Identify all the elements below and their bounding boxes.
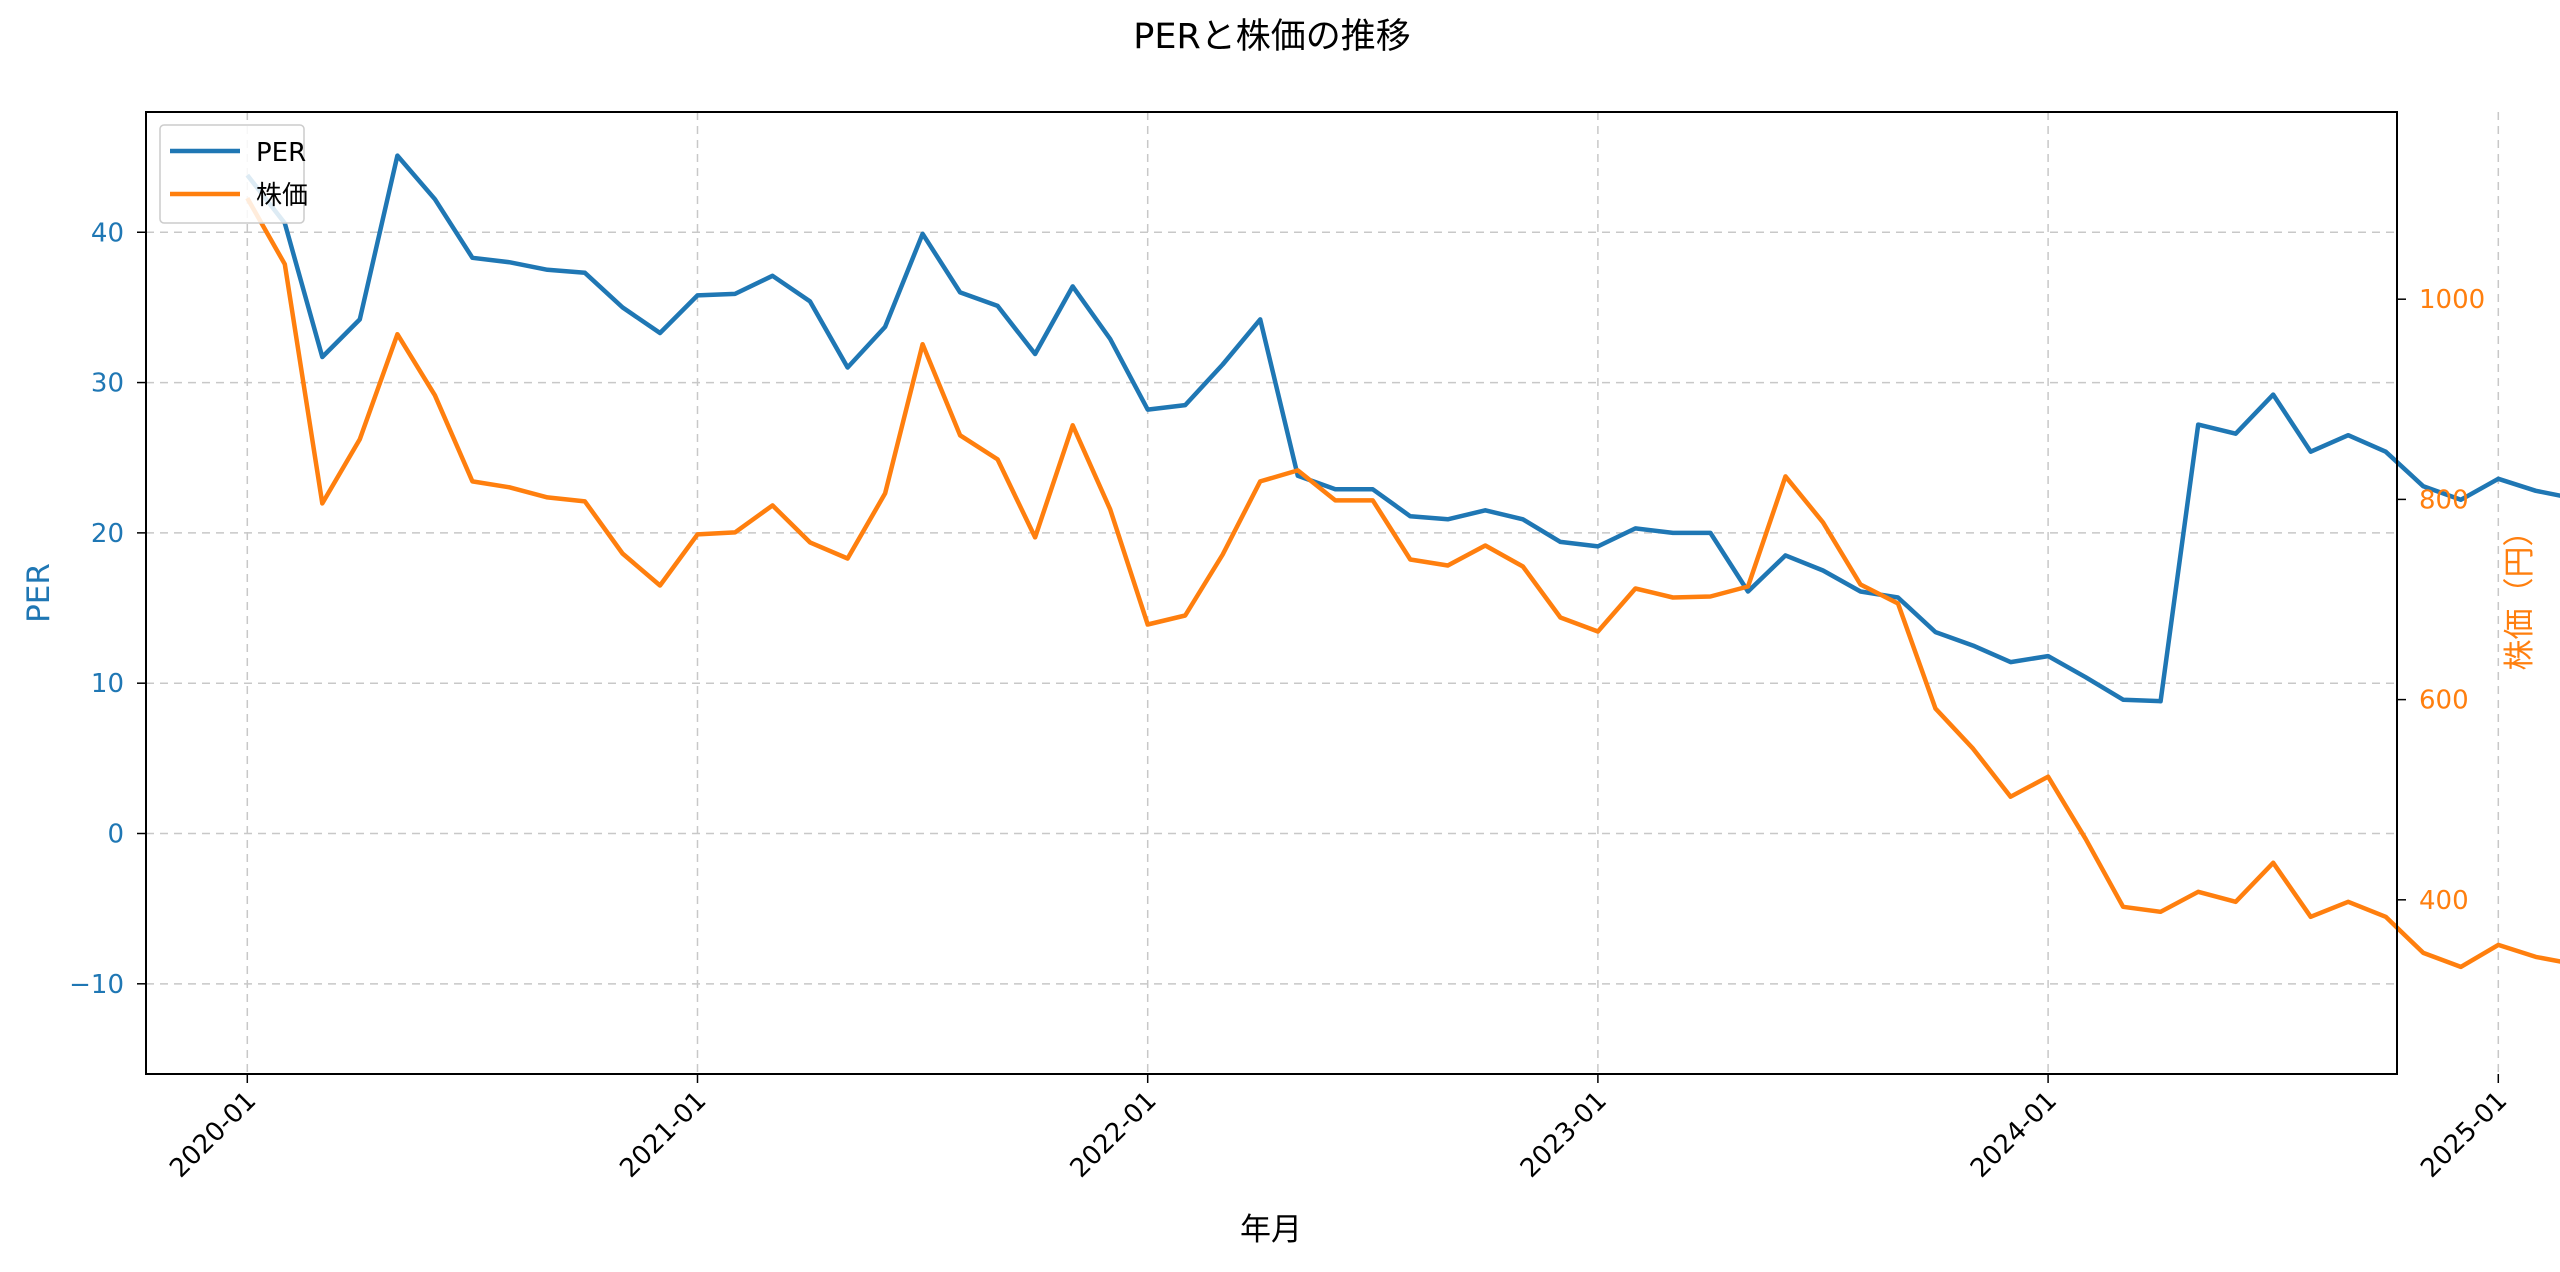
left-y-tick-label: −10: [69, 970, 124, 1000]
left-y-tick-label: 40: [91, 218, 124, 248]
legend-price-label: 株価: [256, 181, 308, 211]
right-y-tick-label: 800: [2419, 485, 2469, 515]
right-y-tick-label: 1000: [2419, 285, 2485, 315]
right-y-axis-label: 株価（円）: [2502, 516, 2538, 671]
left-y-axis-ticks: −10 0 10 20 30 40: [69, 218, 146, 1000]
per-line: [245, 153, 2560, 704]
right-y-tick-label: 400: [2419, 886, 2469, 916]
left-y-tick-label: 0: [107, 820, 124, 850]
right-y-axis-ticks: 400 600 800 1000: [2397, 285, 2485, 916]
series-lines: [245, 153, 2560, 970]
left-y-tick-label: 10: [91, 669, 124, 699]
legend: PER 株価: [159, 124, 308, 224]
plot-frame: [145, 111, 2398, 1075]
chart-title: PERと株価の推移: [1133, 17, 1411, 57]
legend-per-label: PER: [256, 138, 306, 168]
right-y-tick-label: 600: [2419, 686, 2469, 716]
grid-lines: [146, 112, 2500, 1074]
left-y-axis-label: PER: [21, 563, 57, 623]
x-axis-label: 年月: [1240, 1212, 1302, 1248]
price-line: [245, 196, 2560, 970]
left-y-tick-label: 30: [91, 369, 124, 399]
left-y-tick-label: 20: [91, 519, 124, 549]
